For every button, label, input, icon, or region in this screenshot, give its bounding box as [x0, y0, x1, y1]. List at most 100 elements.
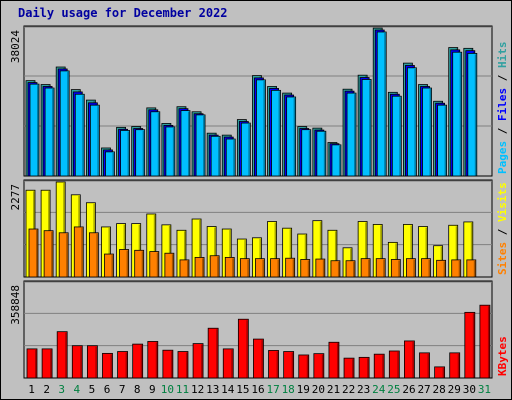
bar-shade — [410, 225, 412, 277]
x-tick-label: 19 — [297, 383, 310, 396]
x-axis-ticks: 1 2 3 4 5 6 7 8 9 10 11 12 13 14 15 16 17 18 19 20 21 22 23 24 2… — [28, 383, 491, 396]
bar-shade — [81, 227, 83, 277]
y-max-label: 2277 — [9, 184, 22, 211]
bar-pages — [467, 52, 478, 177]
bar-sites — [406, 258, 416, 278]
legend: KBytes — [496, 336, 509, 376]
bar-shade — [35, 349, 37, 378]
bar-shade — [307, 260, 310, 277]
bar-shade — [157, 112, 160, 176]
bar-shade — [36, 230, 38, 277]
bar-kbytes — [41, 348, 53, 379]
x-tick-label: 6 — [104, 383, 111, 396]
x-tick-label: 12 — [191, 383, 204, 396]
bar-pages — [29, 83, 40, 177]
x-tick-label: 29 — [448, 383, 461, 396]
bar-kbytes — [343, 357, 355, 379]
bar-shade — [276, 351, 279, 378]
x-tick-label: 7 — [119, 383, 126, 396]
bar-shade — [321, 354, 324, 378]
x-tick-label: 21 — [327, 383, 340, 396]
bar-sites — [360, 258, 371, 278]
bar-shade — [457, 353, 460, 378]
bar-shade — [202, 258, 204, 277]
x-tick-label: 30 — [463, 383, 476, 396]
legend-separator: / — [496, 68, 509, 88]
bar-sites — [104, 253, 114, 278]
bar-sites — [43, 230, 54, 278]
bar-shade — [37, 85, 39, 176]
bar-shade — [304, 235, 307, 277]
bar-kbytes — [162, 349, 174, 379]
bar-kbytes — [283, 351, 295, 379]
bar-sites — [330, 260, 341, 278]
bar-kbytes — [268, 350, 279, 379]
x-tick-label: 4 — [74, 383, 81, 396]
bar-sites — [390, 259, 401, 278]
bar-shade — [126, 250, 129, 277]
bar-shade — [412, 341, 414, 378]
bar-pages — [89, 104, 100, 177]
bar-shade — [323, 132, 326, 176]
bar-shade — [248, 124, 250, 176]
bar-kbytes — [222, 348, 234, 379]
bar-shade — [293, 97, 296, 176]
bar-shade — [369, 80, 371, 176]
bar-pages — [195, 114, 206, 177]
bar-kbytes — [298, 354, 310, 379]
bar-shade — [429, 89, 432, 176]
x-tick-label: 10 — [161, 383, 174, 396]
chart-panels: 38024 Pages / Files / Hits 2277 Sites / Vis… — [9, 25, 509, 379]
bar-shade — [425, 227, 428, 277]
x-tick-label: 28 — [433, 383, 446, 396]
bar-kbytes — [313, 353, 325, 379]
legend-separator: / — [496, 222, 509, 242]
bar-shade — [233, 140, 235, 176]
legend-entry: Visits — [496, 182, 509, 222]
bar-pages — [407, 67, 417, 177]
bar-pages — [422, 87, 432, 177]
legend-entry: Sites — [496, 242, 509, 275]
legend: Sites / Visits — [496, 182, 509, 275]
bar-kbytes — [434, 366, 446, 379]
bar-sites — [134, 249, 145, 278]
bar-shade — [142, 130, 145, 176]
bar-shade — [368, 259, 370, 277]
bar-shade — [218, 137, 220, 176]
bar-shade — [261, 340, 263, 378]
bar-kbytes — [253, 338, 264, 379]
bar-shade — [80, 346, 82, 378]
bar-shade — [201, 344, 203, 378]
bar-shade — [229, 230, 231, 277]
chart-title: Daily usage for December 2022 — [18, 6, 228, 20]
bar-pages — [331, 144, 342, 177]
bar-shade — [365, 222, 367, 277]
bar-sites — [285, 257, 296, 278]
bar-pages — [105, 151, 115, 177]
bar-shade — [51, 231, 53, 277]
bar-shade — [199, 220, 201, 277]
bar-shade — [414, 68, 416, 176]
bar-sites — [224, 256, 235, 278]
bar-shade — [336, 343, 339, 378]
bar-kbytes — [117, 351, 128, 379]
x-tick-label: 17 — [266, 383, 279, 396]
bar-shade — [367, 358, 369, 378]
bar-kbytes — [328, 341, 340, 379]
bar-kbytes — [147, 341, 159, 379]
bar-shade — [217, 256, 219, 277]
bar-shade — [292, 259, 295, 277]
bar-pages — [180, 110, 191, 177]
bar-shade — [153, 215, 156, 277]
panel-1: 38024 Pages / Files / Hits — [9, 25, 509, 177]
bar-kbytes — [388, 350, 400, 379]
bar-kbytes — [237, 318, 249, 379]
bar-shade — [399, 97, 401, 176]
bar-shade — [65, 332, 67, 378]
bar-sites — [270, 258, 280, 278]
bar-shade — [141, 251, 144, 277]
bar-shade — [67, 71, 69, 176]
bar-shade — [155, 342, 158, 378]
bar-shade — [427, 353, 430, 378]
bar-shade — [127, 131, 130, 176]
